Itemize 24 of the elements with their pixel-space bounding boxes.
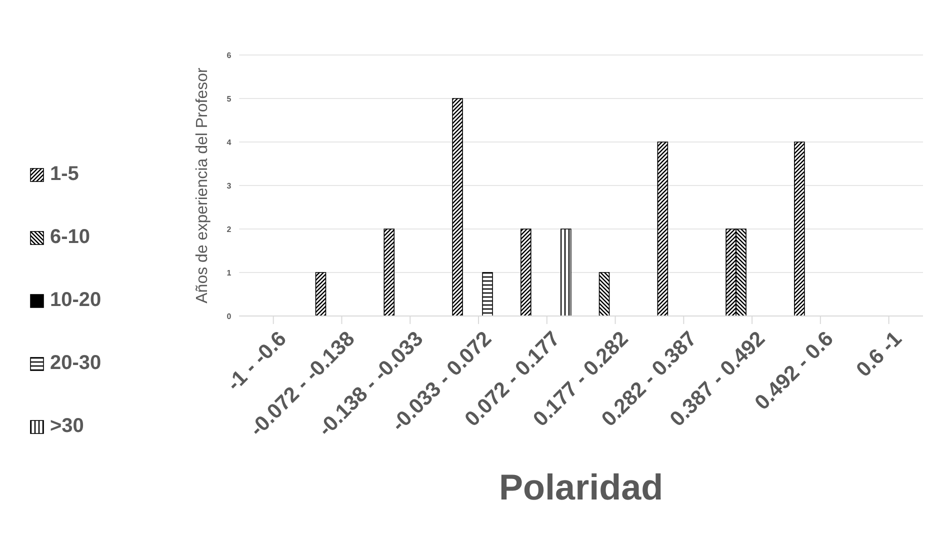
legend-label: 6-10	[50, 226, 90, 249]
x-tick-label: 0.6 -1	[852, 327, 907, 382]
bar	[482, 272, 493, 316]
bar	[520, 228, 532, 316]
y-tick-label: 1	[226, 268, 232, 278]
legend-label: 1-5	[50, 163, 79, 186]
y-tick-label: 6	[226, 50, 232, 60]
y-tick-label: 2	[226, 224, 232, 234]
legend-label: >30	[50, 415, 84, 438]
y-axis-title: Años de experiencia del Profesor	[194, 66, 211, 304]
y-tick-label: 5	[226, 94, 232, 104]
x-axis-title: Polaridad	[499, 466, 664, 508]
y-tick-label: 4	[226, 138, 232, 147]
bar	[560, 228, 572, 316]
bar	[452, 98, 463, 316]
bar	[315, 272, 326, 316]
y-tick-label: 3	[226, 181, 232, 190]
bar	[598, 272, 610, 316]
bar	[794, 142, 805, 316]
bar	[657, 142, 668, 316]
bar	[384, 228, 395, 316]
y-tick-label: 0	[226, 312, 232, 321]
legend-label: 10-20	[50, 289, 102, 312]
legend-label: 20-30	[50, 352, 102, 375]
